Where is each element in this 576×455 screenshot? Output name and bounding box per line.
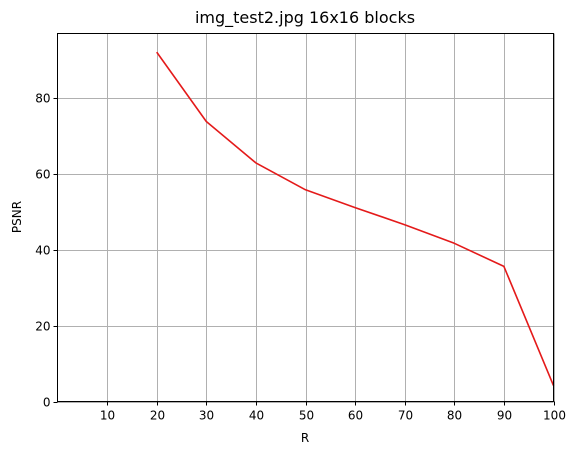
y-tick-label: 40	[35, 244, 50, 258]
data-point	[404, 224, 406, 226]
x-tick-label: 100	[543, 409, 566, 423]
x-tick-label: 90	[497, 409, 512, 423]
y-tick-label: 60	[35, 168, 50, 182]
y-tick-label: 0	[43, 396, 51, 410]
data-point	[305, 189, 307, 191]
ticks: 10 20 30 40 50 60 70 80 90 100 0 20 40 60 80	[35, 92, 566, 423]
y-tick-label: 80	[35, 92, 50, 106]
x-axis-label: R	[301, 431, 309, 445]
x-tick-label: 80	[447, 409, 462, 423]
data-point	[156, 51, 158, 53]
series-line	[156, 51, 555, 386]
x-tick-label: 70	[398, 409, 413, 423]
x-tick-label: 40	[249, 409, 264, 423]
data-point	[454, 243, 456, 245]
x-tick-label: 10	[100, 409, 115, 423]
series-layer	[156, 51, 555, 386]
y-axis-label: PSNR	[10, 201, 24, 233]
x-tick-label: 20	[150, 409, 165, 423]
chart-title: img_test2.jpg 16x16 blocks	[195, 8, 415, 28]
x-tick-label: 50	[299, 409, 314, 423]
data-point	[206, 121, 208, 123]
data-point	[255, 162, 257, 164]
y-tick-label: 20	[35, 320, 50, 334]
grid	[57, 33, 555, 403]
plot-frame	[57, 33, 554, 402]
x-tick-label: 60	[348, 409, 363, 423]
data-point	[354, 207, 356, 209]
data-point	[503, 266, 505, 268]
x-tick-label: 30	[199, 409, 214, 423]
